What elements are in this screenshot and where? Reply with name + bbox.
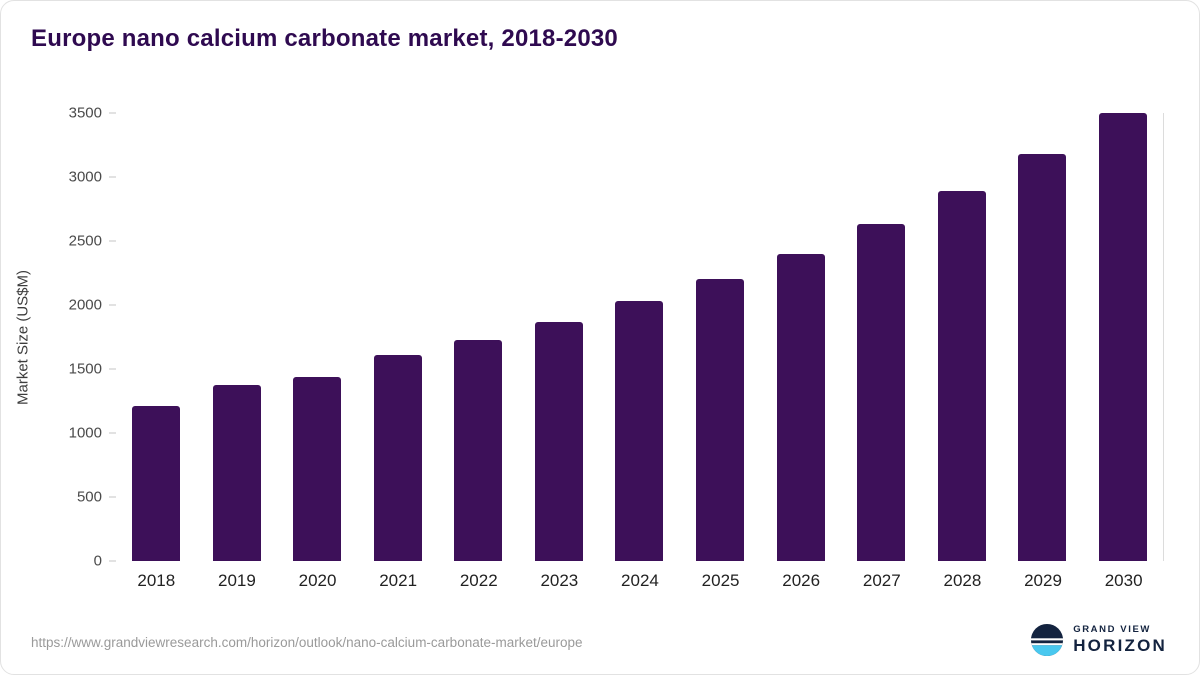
logo-line-grand-view: GRAND VIEW — [1073, 623, 1151, 635]
y-tick-label: 1000 — [68, 424, 102, 442]
y-tick: 2500 — [69, 233, 116, 250]
y-tick-label: 1500 — [68, 360, 102, 378]
y-tick: 1500 — [69, 361, 116, 378]
bar-2023 — [534, 321, 583, 561]
logo-line-horizon: HORIZON — [1073, 635, 1167, 655]
y-tick: 2000 — [69, 297, 116, 314]
x-tick-label: 2025 — [701, 571, 740, 590]
bar-2021 — [373, 354, 422, 561]
y-tick-mark — [109, 112, 116, 114]
y-tick-mark — [109, 176, 116, 178]
bar-slot — [197, 113, 278, 561]
bar-2030 — [1098, 113, 1147, 561]
bar-slot — [1002, 113, 1083, 561]
grand-view-horizon-logo: GRAND VIEW HORIZON — [1030, 623, 1167, 657]
bar-slot — [841, 113, 922, 561]
y-tick: 500 — [77, 489, 116, 506]
bar-2027 — [857, 224, 906, 561]
bar-slot — [519, 113, 600, 561]
y-tick-label: 2000 — [68, 296, 102, 314]
x-tick-label: 2026 — [782, 571, 821, 590]
bar-2025 — [695, 278, 744, 561]
bar-2022 — [454, 339, 503, 561]
y-tick-mark — [109, 560, 116, 562]
x-tick-label: 2029 — [1024, 571, 1062, 590]
x-tick-label: 2022 — [459, 571, 498, 590]
x-tick-label: 2019 — [218, 571, 256, 590]
y-tick: 3500 — [69, 105, 116, 122]
bar-slot — [921, 113, 1002, 561]
x-tick-label: 2020 — [298, 571, 337, 590]
bar-slot — [358, 113, 439, 561]
bar-slot — [277, 113, 358, 561]
bar-2026 — [776, 253, 825, 561]
bar-slot — [599, 113, 680, 561]
x-tick-label: 2028 — [943, 571, 982, 590]
y-axis-ticks: 0 500 1000 1500 2000 2500 3000 3500 — [1, 105, 116, 570]
y-tick-mark — [109, 240, 116, 242]
y-tick-mark — [109, 368, 116, 370]
x-axis-labels: 2018 2019 2020 2021 2022 2023 2024 2025 2026 2027… — [116, 571, 1164, 591]
bar-2018 — [132, 406, 181, 561]
y-tick-label: 2500 — [68, 232, 102, 250]
x-tick-label: 2021 — [379, 571, 418, 590]
horizon-logo-icon — [1031, 623, 1064, 657]
bar-2028 — [937, 191, 986, 561]
x-tick-label: 2027 — [862, 571, 901, 590]
bar-2029 — [1018, 153, 1067, 561]
bar-2019 — [212, 385, 261, 561]
chart-title: Europe nano calcium carbonate market, 20… — [31, 25, 618, 52]
bar-slot — [680, 113, 761, 561]
bar-2024 — [615, 301, 664, 561]
bar-slot — [438, 113, 519, 561]
x-tick-label: 2018 — [137, 571, 176, 590]
logo-text: GRAND VIEW HORIZON — [1073, 623, 1167, 655]
bar-slot — [116, 113, 197, 561]
y-tick-mark — [109, 496, 116, 498]
x-tick-label: 2023 — [540, 571, 579, 590]
y-tick: 3000 — [69, 169, 116, 186]
y-tick-mark — [109, 432, 116, 434]
y-tick-mark — [109, 304, 116, 306]
bar-slot — [1082, 113, 1163, 561]
y-tick-label: 500 — [76, 488, 102, 506]
plot-area — [116, 113, 1164, 561]
x-tick-label: 2024 — [621, 571, 659, 590]
y-tick-label: 3500 — [68, 104, 102, 122]
y-tick: 0 — [94, 553, 116, 570]
y-tick-label: 0 — [93, 552, 102, 570]
x-tick-label: 2030 — [1104, 571, 1143, 590]
y-tick-label: 3000 — [68, 168, 102, 186]
bar-slot — [760, 113, 841, 561]
bar-2020 — [293, 377, 342, 561]
source-url: https://www.grandviewresearch.com/horizo… — [31, 635, 583, 650]
y-tick: 1000 — [69, 425, 116, 442]
